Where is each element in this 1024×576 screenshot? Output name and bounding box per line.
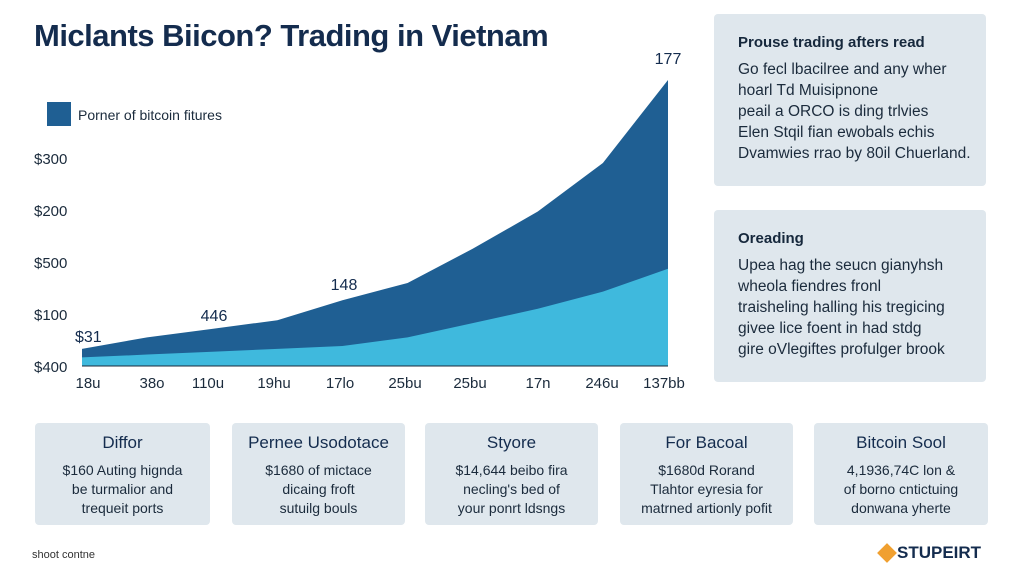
card-title: Bitcoin Sool (856, 433, 946, 452)
card-line: sutuilg bouls (279, 500, 358, 516)
card-line: dicaing froft (282, 481, 355, 497)
y-axis-label: $300 (34, 151, 67, 168)
card-title: Pernee Usodotace (248, 433, 389, 452)
card-line: Tlahtor eyresia for (650, 481, 763, 497)
panel-line: Go fecl lbacilree and any wher (738, 61, 947, 78)
logo-icon (877, 543, 897, 563)
x-tick-label: 18u (75, 375, 100, 392)
logo: STUPEIRT (877, 543, 982, 563)
x-tick-label: 246u (585, 375, 618, 392)
card-line: $1680 of mictace (265, 462, 372, 478)
x-tick-label: 25bu (453, 375, 486, 392)
panel-line: traisheling halling his tregicing (738, 299, 945, 316)
x-tick-label: 17n (525, 375, 550, 392)
panel-line: hoarl Td Muisipnone (738, 82, 879, 99)
card-title: Diffor (102, 433, 143, 452)
logo-text: STUPEIRT (897, 543, 982, 562)
panel-line: Upea hag the seucn gianyhsh (738, 257, 944, 274)
chart-title: Miclants Biicon? Trading in Vietnam (34, 18, 549, 53)
card: Diffor $160 Auting hignda be turmalior and… (35, 423, 210, 525)
card-line: donwana yherte (851, 500, 951, 516)
y-axis-label: $200 (34, 203, 67, 220)
x-tick-label: 110u (192, 375, 224, 392)
panel-line: givee lice foent in had stdg (738, 320, 922, 337)
card: Pernee Usodotace $1680 of mictace dicaing … (232, 423, 405, 525)
panel-line: peail a ORCO is ding trlvies (738, 103, 929, 120)
panel-title: Prouse trading afters read (738, 34, 925, 51)
x-tick-label: 25bu (388, 375, 421, 392)
area (82, 268, 668, 366)
x-tick-label: 17lo (326, 375, 354, 392)
panel-line: Dvamwies rrao by 80il Chuerland. (738, 145, 971, 162)
panel-line: gire oVlegiftes profulger brook (738, 341, 945, 358)
legend-label: Porner of bitcoin fitures (78, 107, 222, 123)
y-axis-label: $500 (34, 255, 67, 272)
card-title: For Bacoal (665, 433, 748, 452)
legend-swatch (47, 102, 71, 126)
card: For Bacoal $1680d Rorand Tlahtor eyresia f… (620, 423, 793, 525)
x-tick-label: 19hu (257, 375, 290, 392)
panel-line: Elen Stqil fian ewobals echis (738, 124, 935, 141)
y-axis-label: $100 (34, 307, 67, 324)
card-line: of borno cntictuing (843, 481, 959, 497)
annotation: 177 (655, 51, 682, 68)
footer: shoot contne (32, 549, 95, 561)
side-panel: Prouse trading afters read Go fecl lbaci… (714, 14, 986, 186)
card-line: $160 Auting hignda (62, 462, 183, 478)
card-line: be turmalior and (71, 481, 174, 497)
annotation: 148 (331, 277, 358, 294)
annotation: $31 (75, 329, 102, 346)
card-line: your ponrt ldsngs (457, 500, 566, 516)
side-panel: Oreading Upea hag the seucn gianyhsh whe… (714, 210, 986, 382)
card: Styore $14,644 beibo fira necling's bed of… (425, 423, 598, 525)
area (82, 80, 668, 366)
card: Bitcoin Sool 4,1936,74C lon & of borno cnt… (814, 423, 988, 525)
x-tick-label: 137bb (643, 375, 685, 392)
card-line: trequeit ports (81, 500, 164, 516)
card-line: necling's bed of (463, 481, 560, 497)
card-line: $1680d Rorand (658, 462, 755, 478)
panel-line: wheola fiendres fronl (738, 278, 882, 295)
card-line: 4,1936,74C lon & (846, 462, 956, 478)
card-line: $14,644 beibo fira (455, 462, 568, 478)
chart: $300 $200 $500 $100 $400 18u 38o 110u 19hu 17lo 25… (34, 51, 685, 392)
card-line: matrned artionly pofit (641, 500, 772, 516)
panel-title: Oreading (738, 230, 804, 247)
y-axis-label: $400 (34, 359, 67, 376)
annotation: 446 (201, 308, 228, 325)
x-tick-label: 38o (139, 375, 164, 392)
card-title: Styore (486, 433, 537, 452)
